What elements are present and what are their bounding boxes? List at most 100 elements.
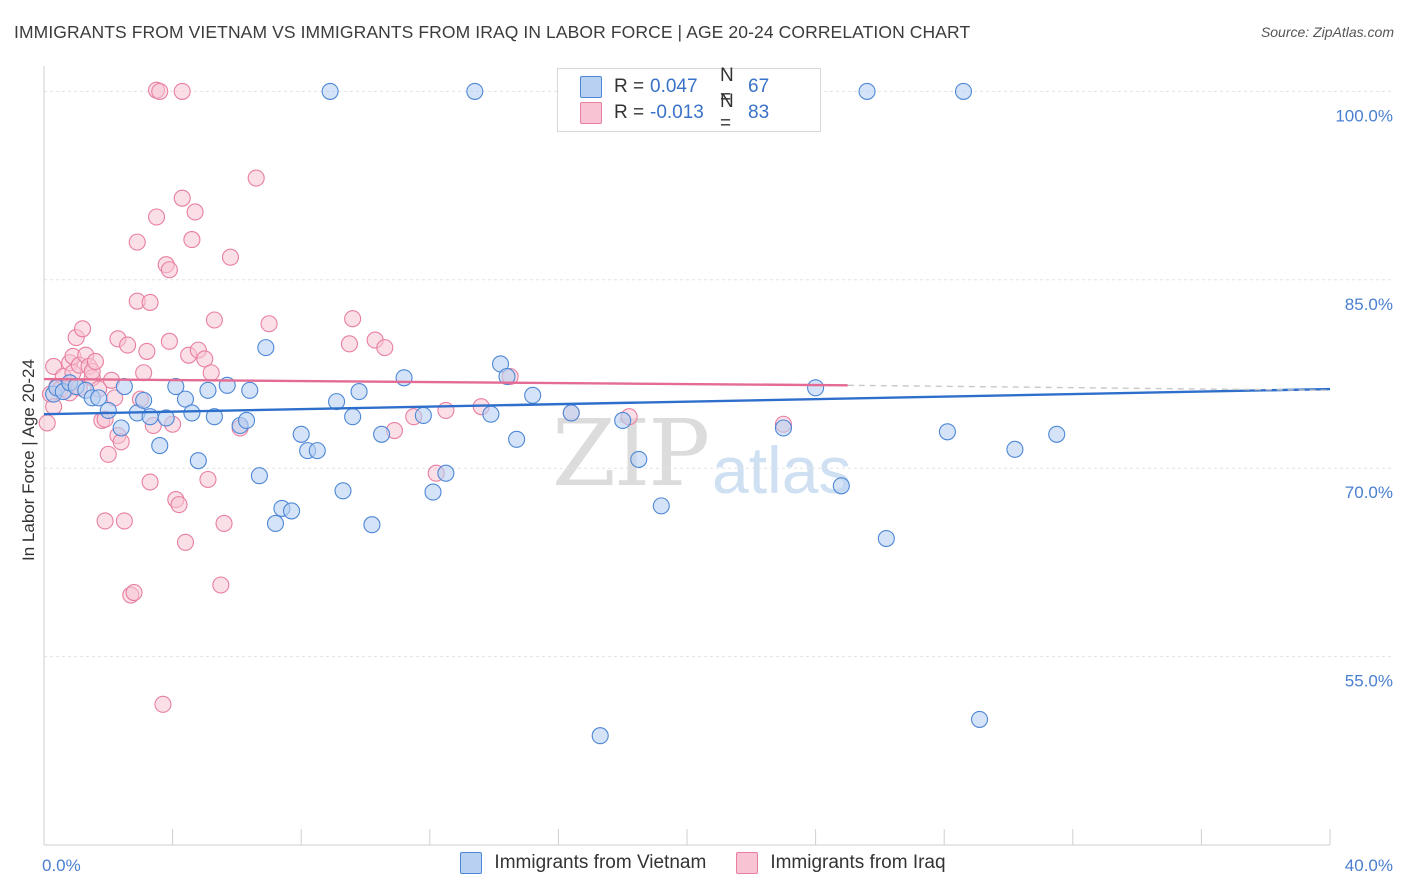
vietnam-points	[45, 80, 1066, 745]
vietnam-point	[614, 411, 632, 430]
vietnam-point	[466, 82, 484, 100]
iraq-point	[212, 576, 230, 594]
vietnam-point	[1048, 425, 1066, 443]
vietnam-point	[350, 383, 368, 401]
vietnam-point	[151, 437, 169, 455]
iraq-point	[176, 533, 195, 551]
y-tick-label: 100.0%	[1335, 106, 1393, 125]
vietnam-point	[283, 502, 301, 520]
stats-row-iraq: R = -0.013 N = 83	[580, 91, 770, 134]
vietnam-point	[363, 516, 381, 534]
iraq-point	[154, 695, 172, 713]
iraq-point	[147, 208, 166, 226]
vietnam-point	[183, 404, 201, 422]
vietnam-point	[167, 378, 185, 396]
iraq-point	[141, 293, 159, 311]
vietnam-point	[250, 467, 268, 485]
iraq-point	[260, 315, 278, 333]
vietnam-swatch	[460, 852, 483, 874]
iraq-point	[186, 203, 204, 221]
y-tick-label: 55.0%	[1345, 672, 1393, 691]
iraq-point	[170, 496, 188, 514]
vietnam-point	[112, 419, 130, 437]
iraq-point	[138, 342, 156, 360]
vietnam-point	[414, 406, 432, 424]
iraq-points	[38, 81, 793, 713]
vietnam-point	[334, 482, 352, 500]
vietnam-point	[308, 442, 326, 460]
vietnam-point	[591, 727, 609, 745]
r-label: R =	[614, 102, 645, 123]
n-label: N =	[720, 65, 734, 108]
trend-lines	[43, 377, 1331, 416]
vietnam-point	[99, 401, 117, 419]
iraq-point	[160, 261, 178, 279]
vietnam-point	[938, 423, 956, 441]
x-tick-label: 0.0%	[42, 856, 81, 875]
vietnam-point	[858, 82, 876, 100]
iraq-point	[183, 231, 201, 249]
r-value: -0.013	[650, 102, 704, 123]
vietnam-point	[135, 391, 153, 409]
iraq-point	[160, 332, 178, 350]
legend-item-vietnam[interactable]: Immigrants from Vietnam	[460, 852, 706, 874]
iraq-point	[86, 352, 104, 370]
iraq-swatch	[580, 102, 602, 124]
vietnam-point	[437, 464, 455, 482]
vietnam-point	[321, 82, 339, 100]
n-value: 83	[748, 102, 770, 123]
vietnam-point	[877, 529, 895, 548]
axes	[43, 66, 1331, 846]
vietnam-point	[176, 390, 195, 408]
vietnam-point	[482, 405, 500, 423]
iraq-point	[119, 336, 137, 354]
gridlines	[44, 90, 1394, 658]
vietnam-point	[807, 379, 825, 397]
vietnam-point	[774, 419, 793, 437]
vietnam-point	[832, 477, 850, 495]
iraq-point	[173, 189, 191, 207]
iraq-point	[205, 311, 223, 329]
iraq-point	[196, 350, 214, 368]
iraq-point	[173, 82, 191, 100]
r-value: 0.047	[650, 76, 698, 97]
iraq-point	[344, 310, 362, 328]
vietnam-point	[205, 408, 223, 426]
iraq-point	[247, 169, 265, 187]
vietnam-point	[524, 386, 542, 404]
iraq-trend-line	[43, 377, 848, 387]
vietnam-point	[292, 425, 310, 443]
iraq-point	[221, 248, 240, 266]
iraq-point	[125, 583, 143, 602]
vietnam-point	[199, 381, 217, 399]
iraq-point	[202, 364, 220, 382]
stats-row-vietnam: R = 0.047 N = 67	[580, 65, 770, 108]
vietnam-point	[189, 452, 207, 470]
iraq-point	[376, 339, 394, 357]
iraq-point	[99, 445, 117, 463]
iraq-point	[151, 82, 169, 100]
iraq-point	[215, 514, 233, 533]
vietnam-point	[115, 378, 133, 396]
chart-legend: Immigrants from Vietnam Immigrants from …	[0, 852, 1406, 874]
vietnam-point	[266, 514, 285, 533]
vietnam-trend-line	[43, 387, 1331, 416]
y-tick-label: 70.0%	[1345, 483, 1393, 502]
vietnam-point	[562, 404, 580, 422]
iraq-point	[141, 473, 159, 491]
vietnam-point	[344, 408, 362, 426]
legend-item-iraq[interactable]: Immigrants from Iraq	[736, 852, 946, 874]
chart-title: IMMIGRANTS FROM VIETNAM VS IMMIGRANTS FR…	[14, 22, 971, 42]
iraq-point	[199, 470, 217, 489]
vietnam-point	[373, 425, 391, 443]
n-value: 67	[748, 76, 770, 97]
vietnam-point	[630, 450, 648, 468]
legend-label-iraq: Immigrants from Iraq	[770, 852, 946, 873]
vietnam-point	[90, 389, 108, 407]
vietnam-point	[954, 82, 973, 100]
vietnam-point	[157, 409, 175, 427]
vietnam-point	[498, 367, 516, 386]
iraq-point	[340, 335, 358, 353]
vietnam-point	[395, 369, 413, 387]
iraq-swatch	[736, 852, 759, 874]
